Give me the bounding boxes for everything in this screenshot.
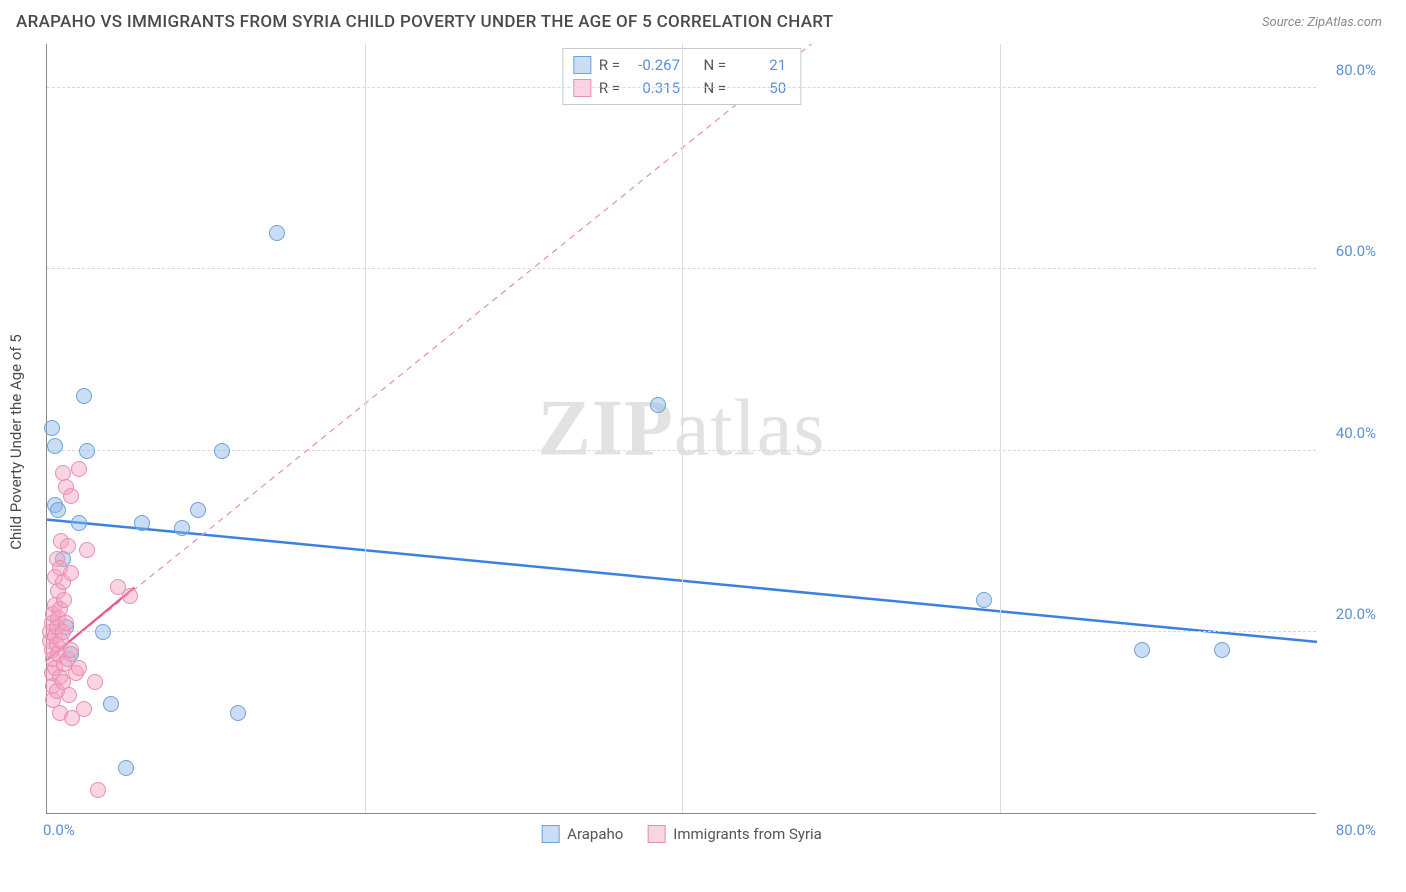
y-tick-label: 40.0% [1321,424,1376,442]
scatter-point [134,515,150,531]
scatter-point [63,488,79,504]
scatter-point [103,696,119,712]
scatter-point [50,502,66,518]
y-tick-label: 60.0% [1321,242,1376,260]
scatter-point [60,538,76,554]
y-tick-label: 20.0% [1321,605,1376,623]
scatter-point [190,502,206,518]
scatter-point [976,592,992,608]
scatter-point [44,420,60,436]
scatter-point [63,642,79,658]
scatter-point [118,760,134,776]
scatter-point [71,515,87,531]
scatter-point [1134,642,1150,658]
scatter-point [79,443,95,459]
gridline-v [682,44,683,813]
legend-swatch [541,825,559,843]
series-legend: Arapaho Immigrants from Syria [541,825,822,843]
scatter-point [174,520,190,536]
scatter-point [95,624,111,640]
legend-item: Arapaho [541,825,623,843]
scatter-point [71,461,87,477]
scatter-point [63,565,79,581]
scatter-point [58,615,74,631]
scatter-point [47,438,63,454]
legend-swatch [573,56,591,74]
scatter-point [79,542,95,558]
gridline-v [365,44,366,813]
y-tick-label: 80.0% [1321,61,1376,79]
scatter-point [56,592,72,608]
scatter-point [87,674,103,690]
page-title: ARAPAHO VS IMMIGRANTS FROM SYRIA CHILD P… [16,12,833,32]
scatter-point [76,701,92,717]
scatter-point [76,388,92,404]
scatter-point [1214,642,1230,658]
scatter-point [71,660,87,676]
legend-label: Arapaho [567,825,623,843]
source-label: Source: ZipAtlas.com [1262,15,1382,30]
x-tick-max: 80.0% [1321,821,1376,839]
scatter-point [269,225,285,241]
y-axis-label: Child Poverty Under the Age of 5 [7,334,25,550]
plot-area: ZIPatlas R =-0.267 N =21R =0.315 N =50 0… [46,44,1316,814]
chart-container: Child Poverty Under the Age of 5 ZIPatla… [46,44,1386,840]
scatter-point [650,397,666,413]
x-tick-min: 0.0% [43,821,75,839]
correlation-row: R =-0.267 N =21 [573,54,786,77]
legend-label: Immigrants from Syria [673,825,822,843]
gridline-v [1000,44,1001,813]
scatter-point [61,687,77,703]
scatter-point [214,443,230,459]
legend-swatch [647,825,665,843]
scatter-point [122,588,138,604]
scatter-point [230,705,246,721]
legend-item: Immigrants from Syria [647,825,822,843]
scatter-point [90,782,106,798]
